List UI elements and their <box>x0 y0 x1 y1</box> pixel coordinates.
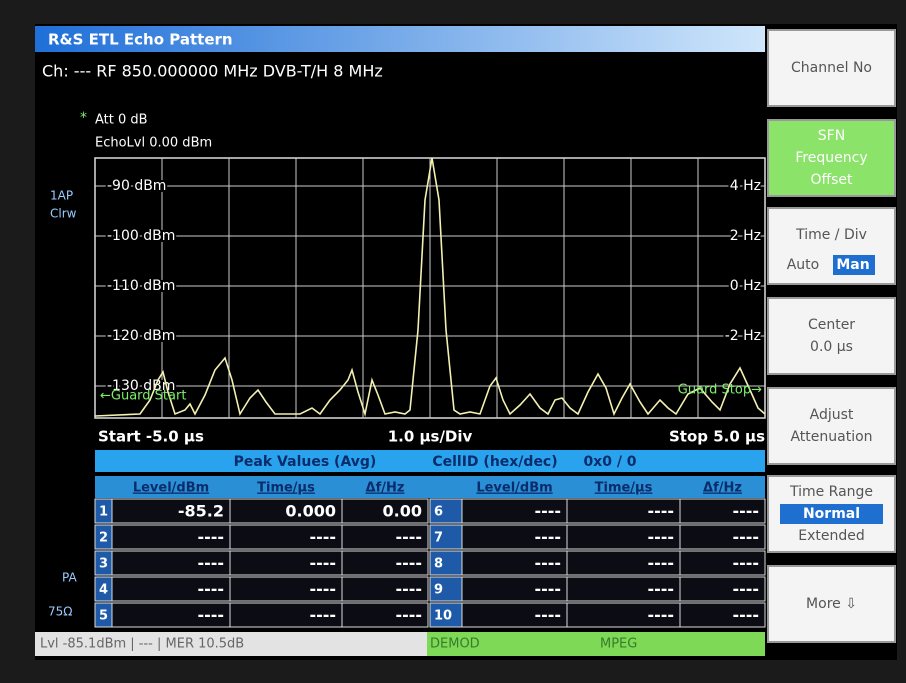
row-number: 2 <box>99 531 108 546</box>
softkey-label: Frequency <box>795 150 867 166</box>
freq-label: 0 Hz <box>730 278 761 294</box>
table-header-bar <box>95 450 765 472</box>
softkeys: Channel No SFN Frequency Offset Time / Div Au… <box>768 30 895 642</box>
table-value: 0.00 <box>383 502 422 521</box>
softkey-label: Time / Div <box>795 227 867 243</box>
softkey-label: Adjust <box>810 407 854 423</box>
softkey-label: Center <box>808 317 855 333</box>
softkey[interactable] <box>768 388 895 464</box>
trace-label: 1AP <box>50 189 73 203</box>
start: Start -5.0 µs <box>98 428 204 446</box>
table-header: CellID (hex/dec) <box>432 454 557 470</box>
softkey-option: Normal <box>803 506 860 522</box>
softkey[interactable] <box>768 298 895 374</box>
softkey-option: Man <box>836 257 869 273</box>
peak-table: Peak Values (Avg) CellID (hex/dec) 0x0 / 0… <box>95 450 765 627</box>
table-value: ---- <box>732 606 759 625</box>
status-level: Lvl -85.1dBm | --- | MER 10.5dB <box>40 637 244 652</box>
freq-label: -2 Hz <box>725 328 761 344</box>
row-number: 9 <box>434 583 443 598</box>
table-value: ---- <box>309 606 336 625</box>
screen: R&S ETL Echo Pattern Ch: --- RF 850.0000… <box>0 0 906 683</box>
softkey-label: More ⇩ <box>806 596 857 612</box>
table-value: ---- <box>732 554 759 573</box>
table-value: ---- <box>534 528 561 547</box>
column-header: Time/µs <box>595 481 653 496</box>
row-number: 7 <box>434 531 443 546</box>
channel-line: Ch: --- RF 850.000000 MHz DVB-T/H 8 MHz <box>42 62 383 81</box>
column-header: Level/dBm <box>476 481 552 496</box>
table-header: Peak Values (Avg) <box>234 454 377 470</box>
column-header: Δf/Hz <box>366 481 405 496</box>
table-value: ---- <box>732 502 759 521</box>
softkey-label: 0.0 µs <box>810 339 853 355</box>
row-number: 3 <box>99 557 108 572</box>
softkey-label: SFN <box>818 128 845 144</box>
table-value: 0.000 <box>285 502 336 521</box>
table-value: ---- <box>647 606 674 625</box>
softkey-label: Time Range <box>789 484 873 500</box>
row-number: 4 <box>99 583 108 598</box>
status-mpeg: MPEG <box>600 637 637 652</box>
title: R&S ETL Echo Pattern <box>48 31 233 49</box>
table-value: ---- <box>197 528 224 547</box>
table-value: ---- <box>647 528 674 547</box>
column-header: Time/µs <box>257 481 315 496</box>
table-value: ---- <box>647 554 674 573</box>
guard-start: ←Guard Start <box>100 389 186 404</box>
level-label: -120 dBm <box>107 328 175 344</box>
freq-label: 4 Hz <box>730 178 761 194</box>
table-value: ---- <box>197 554 224 573</box>
table-value: ---- <box>395 554 422 573</box>
row-number: 1 <box>99 505 108 520</box>
table-value: ---- <box>309 580 336 599</box>
pa-label: PA <box>62 571 77 585</box>
guard-stop: Guard Stop→ <box>678 383 762 398</box>
row-number: 8 <box>434 557 443 572</box>
table-value: ---- <box>732 580 759 599</box>
echo-level: EchoLvl 0.00 dBm <box>95 136 212 151</box>
div: 1.0 µs/Div <box>388 428 473 446</box>
table-value: ---- <box>534 606 561 625</box>
softkey-label: Offset <box>810 172 853 188</box>
table-value: ---- <box>309 528 336 547</box>
mode-label: Clrw <box>50 207 77 221</box>
table-value: ---- <box>647 580 674 599</box>
stop: Stop 5.0 µs <box>669 428 765 446</box>
table-value: ---- <box>534 502 561 521</box>
table-value: -85.2 <box>178 502 224 521</box>
softkey-option: Auto <box>787 257 820 273</box>
column-header: Δf/Hz <box>703 481 742 496</box>
table-value: ---- <box>197 606 224 625</box>
status-demod: DEMOD <box>430 637 480 652</box>
table-value: ---- <box>197 580 224 599</box>
table-value: ---- <box>395 606 422 625</box>
softkey-label: Channel No <box>791 60 872 76</box>
freq-label: 2 Hz <box>730 228 761 244</box>
level-label: -110 dBm <box>107 278 175 294</box>
table-value: ---- <box>647 502 674 521</box>
level-label: -90 dBm <box>107 178 166 194</box>
softkey-option: Extended <box>798 528 865 544</box>
table-value: ---- <box>395 528 422 547</box>
table-value: ---- <box>534 554 561 573</box>
softkey-label: Attenuation <box>790 429 872 445</box>
table-value: ---- <box>534 580 561 599</box>
row-number: 10 <box>434 609 452 624</box>
row-number: 5 <box>99 609 108 624</box>
table-header: 0x0 / 0 <box>583 454 636 470</box>
att: Att 0 dB <box>95 113 148 128</box>
column-header: Level/dBm <box>133 481 209 496</box>
table-value: ---- <box>309 554 336 573</box>
table-value: ---- <box>395 580 422 599</box>
marker: * <box>80 110 87 126</box>
level-label: -100 dBm <box>107 228 175 244</box>
impedance-label: 75Ω <box>48 605 72 619</box>
row-number: 6 <box>434 505 443 520</box>
table-value: ---- <box>732 528 759 547</box>
